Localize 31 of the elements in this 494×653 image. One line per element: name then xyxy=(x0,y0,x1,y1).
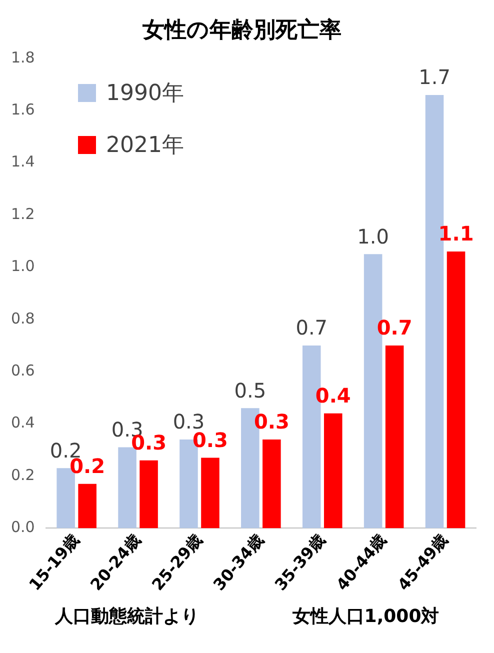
y-tick-label: 0.2 xyxy=(10,466,35,484)
bar xyxy=(385,346,404,528)
chart-title: 女性の年齢別死亡率 xyxy=(142,16,342,43)
data-label: 0.5 xyxy=(234,378,266,402)
legend-label: 2021年 xyxy=(106,132,184,160)
data-label: 1.1 xyxy=(438,222,474,246)
text: 人口動態統計より xyxy=(54,605,199,628)
y-tick-label: 1.6 xyxy=(10,100,35,118)
data-label: 1.7 xyxy=(418,65,450,90)
bar xyxy=(262,439,281,528)
bar xyxy=(140,460,158,528)
bar xyxy=(201,458,220,528)
data-label: 0.4 xyxy=(315,384,351,408)
bar xyxy=(324,413,342,528)
bar xyxy=(78,484,96,528)
data-label: 0.3 xyxy=(254,410,290,434)
bar xyxy=(446,252,466,528)
data-label: 1.0 xyxy=(357,224,389,248)
y-tick-label: 0.0 xyxy=(10,518,35,536)
y-tick-label: 1.4 xyxy=(10,152,35,171)
data-label: 0.3 xyxy=(192,428,228,452)
y-tick-label: 1.0 xyxy=(10,257,35,276)
legend-label: 1990年 xyxy=(106,80,184,108)
y-tick-label: 0.8 xyxy=(10,309,35,328)
y-tick-label: 1.8 xyxy=(10,48,35,66)
data-label: 0.7 xyxy=(376,316,412,340)
y-tick-label: 0.4 xyxy=(10,414,35,432)
text: 女性人口1,000対 xyxy=(292,605,440,628)
data-label: 0.7 xyxy=(296,316,328,340)
y-tick-label: 0.6 xyxy=(10,361,35,380)
y-tick-label: 1.2 xyxy=(10,204,35,223)
